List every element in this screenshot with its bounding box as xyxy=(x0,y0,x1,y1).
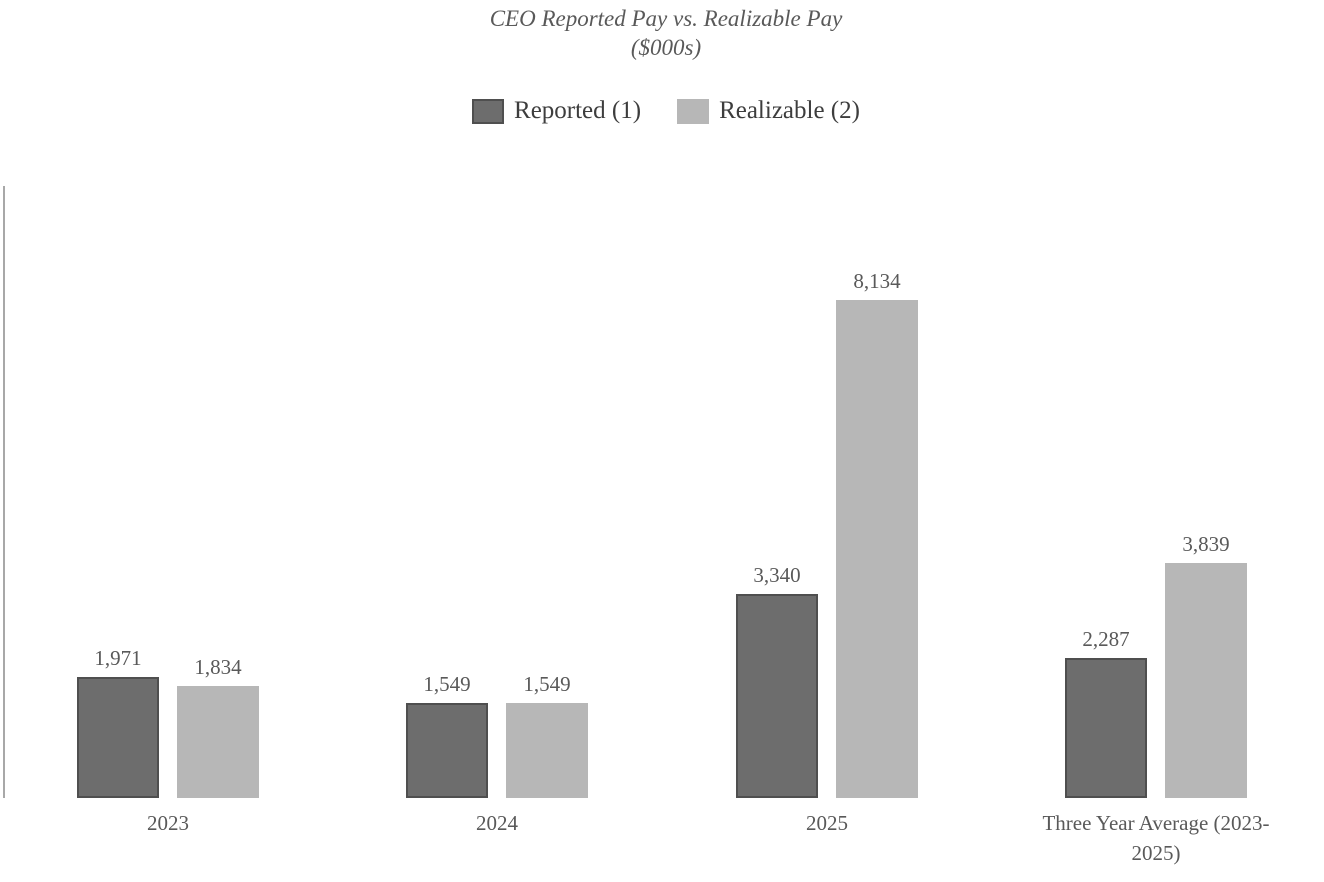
bar-reported-2024 xyxy=(406,703,488,798)
legend: Reported (1) Realizable (2) xyxy=(0,97,1324,125)
y-axis-line xyxy=(3,186,5,798)
legend-label-reported: Reported (1) xyxy=(514,97,642,124)
x-axis-label-three-year-average-2023-2025: Three Year Average (2023-2025) xyxy=(1042,811,1270,865)
bar-realizable-2024 xyxy=(506,703,588,798)
legend-item-reported: Reported (1) xyxy=(472,97,641,125)
chart-title: CEO Reported Pay vs. Realizable Pay xyxy=(489,6,843,31)
value-label-realizable-three-year-average-2023-2025: 3,839 xyxy=(1182,532,1230,556)
bar-reported-2023 xyxy=(77,677,159,798)
value-label-realizable-2024: 1,549 xyxy=(523,672,571,696)
chart-subtitle: ($000s) xyxy=(630,35,702,60)
realizable-swatch-icon xyxy=(677,98,710,124)
x-axis-label-2023: 2023 xyxy=(147,811,189,835)
value-label-realizable-2023: 1,834 xyxy=(194,655,242,679)
legend-item-realizable: Realizable (2) xyxy=(677,97,860,125)
value-label-reported-three-year-average-2023-2025: 2,287 xyxy=(1082,627,1130,651)
value-label-reported-2023: 1,971 xyxy=(94,646,142,670)
bar-reported-2025 xyxy=(736,594,818,798)
x-axis-label-2024: 2024 xyxy=(476,811,518,835)
x-axis-label-2025: 2025 xyxy=(806,811,848,835)
legend-label-realizable: Realizable (2) xyxy=(719,97,860,124)
value-label-realizable-2025: 8,134 xyxy=(853,269,901,293)
bar-reported-three-year-average-2023-2025 xyxy=(1065,658,1147,798)
bar-realizable-three-year-average-2023-2025 xyxy=(1165,563,1247,798)
value-label-reported-2025: 3,340 xyxy=(753,563,801,587)
bar-realizable-2025 xyxy=(836,300,918,798)
bar-realizable-2023 xyxy=(177,686,259,798)
reported-swatch-icon xyxy=(472,98,505,124)
value-label-reported-2024: 1,549 xyxy=(423,672,471,696)
